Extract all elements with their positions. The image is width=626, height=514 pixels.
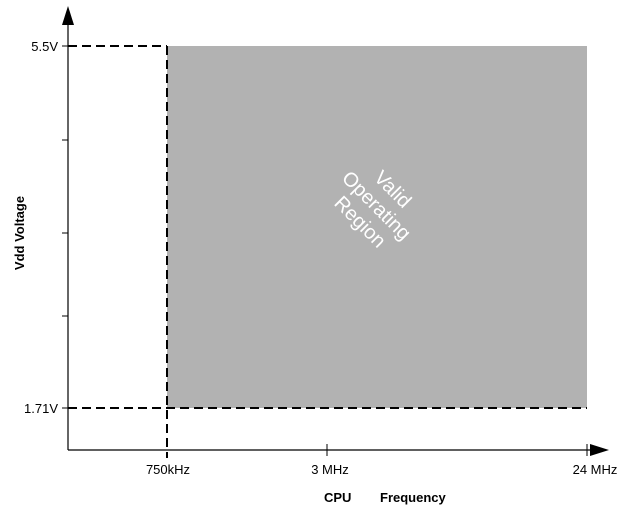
x-axis-title-cpu: CPU xyxy=(324,490,351,505)
x-axis-title-frequency: Frequency xyxy=(380,490,447,505)
y-tick-label-5-5v: 5.5V xyxy=(31,39,58,54)
x-tick-label-24mhz: 24 MHz xyxy=(573,462,618,477)
x-tick-label-3mhz: 3 MHz xyxy=(311,462,349,477)
y-axis-title: Vdd Voltage xyxy=(12,196,27,270)
x-axis-arrowhead xyxy=(590,444,609,456)
y-axis-arrowhead xyxy=(62,6,74,25)
y-tick-label-1-71v: 1.71V xyxy=(24,401,58,416)
x-tick-label-750khz: 750kHz xyxy=(146,462,190,477)
